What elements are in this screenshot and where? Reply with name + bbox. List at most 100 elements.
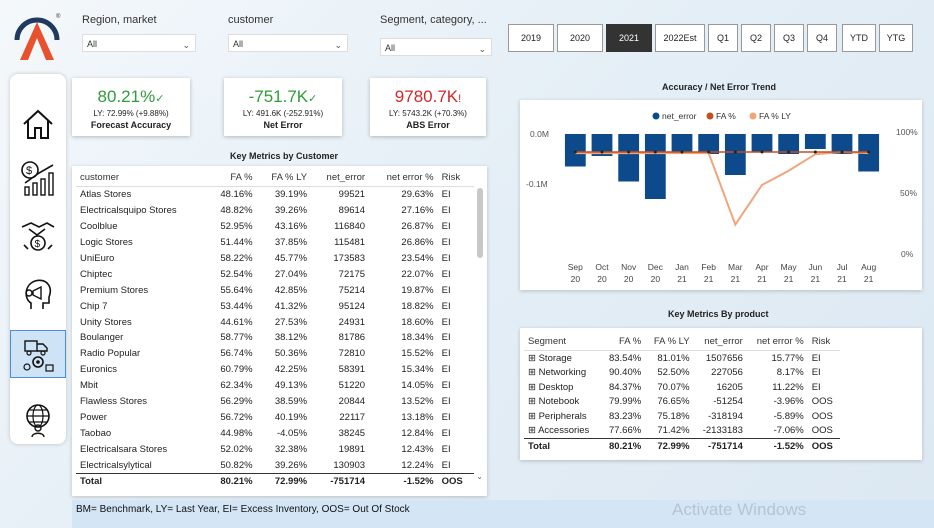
year-2020-button[interactable]: 2020 bbox=[557, 24, 603, 52]
product-header-0[interactable]: Segment bbox=[524, 332, 601, 351]
segment-dropdown[interactable]: All ⌄ bbox=[380, 38, 492, 56]
quarter-q2-button[interactable]: Q2 bbox=[741, 24, 771, 52]
product-cell: 77.66% bbox=[608, 425, 642, 437]
chevron-down-icon: ⌄ bbox=[334, 40, 342, 50]
product-header-3[interactable]: net_error bbox=[693, 332, 747, 351]
customer-cell: 62.34% bbox=[220, 380, 253, 392]
product-cell: 71.42% bbox=[657, 425, 690, 437]
customer-cell: 72.99% bbox=[256, 473, 312, 490]
customer-table-row[interactable]: UniEuro 58.22% 45.77% 173583 23.54% EI bbox=[76, 251, 474, 267]
year-2021-button[interactable]: 2021 bbox=[606, 24, 652, 52]
customer-header-2[interactable]: FA % LY bbox=[256, 168, 312, 187]
product-table-row[interactable]: ⊞ Storage 83.54% 81.01% 1507656 15.77% EI bbox=[524, 351, 840, 366]
nav-home[interactable] bbox=[10, 100, 66, 148]
customer-filter[interactable]: customer All ⌄ bbox=[228, 14, 348, 52]
product-table-row[interactable]: ⊞ Peripherals 83.23% 75.18% -318194 -5.89% OO… bbox=[524, 409, 840, 424]
customer-header-3[interactable]: net_error bbox=[311, 168, 370, 187]
nav-marketing[interactable] bbox=[10, 270, 66, 318]
table-scrollbar[interactable] bbox=[477, 188, 483, 258]
product-table-title: Key Metrics By product bbox=[668, 309, 769, 319]
product-cell: 52.50% bbox=[657, 367, 690, 379]
product-cell: 79.99% bbox=[608, 396, 642, 408]
customer-cell: 53.44% bbox=[220, 300, 253, 312]
x-tick-month: Aug bbox=[861, 262, 876, 272]
customer-table-row[interactable]: Electricalsylytical 50.82% 39.26% 130903 12.… bbox=[76, 457, 474, 473]
customer-table-row[interactable]: Chiptec 52.54% 27.04% 72175 22.07% EI bbox=[76, 266, 474, 282]
customer-cell: 18.82% bbox=[401, 300, 434, 312]
customer-total-row[interactable]: Total 80.21% 72.99% -751714 -1.52% OOS bbox=[76, 473, 474, 490]
customer-table-row[interactable]: Power 56.72% 40.19% 22117 13.18% EI bbox=[76, 409, 474, 425]
customer-header-0[interactable]: customer bbox=[76, 168, 207, 187]
y-left-tick: -0.1M bbox=[526, 179, 548, 189]
product-table-row[interactable]: ⊞ Notebook 79.99% 76.65% -51254 -3.96% OOS bbox=[524, 395, 840, 410]
product-header-1[interactable]: FA % bbox=[600, 332, 646, 351]
product-header-2[interactable]: FA % LY bbox=[645, 332, 694, 351]
product-header-4[interactable]: net error % bbox=[746, 332, 808, 351]
customer-cell: 40.19% bbox=[274, 411, 308, 423]
customer-table-row[interactable]: Electricalsquipo Stores 48.82% 39.26% 89614… bbox=[76, 203, 474, 219]
net-error-value: -751.7K✓ bbox=[248, 87, 318, 106]
quarter-q4-button[interactable]: Q4 bbox=[807, 24, 837, 52]
region-market-dropdown[interactable]: All ⌄ bbox=[82, 34, 196, 52]
customer-cell: EI bbox=[441, 268, 451, 280]
customer-table-row[interactable]: Euronics 60.79% 42.25% 58391 15.34% EI bbox=[76, 362, 474, 378]
product-cell: -2133183 bbox=[702, 425, 743, 437]
product-header-5[interactable]: Risk bbox=[807, 332, 840, 351]
product-cell: EI bbox=[811, 367, 821, 379]
year-2019-button[interactable]: 2019 bbox=[508, 24, 554, 52]
quarter-q1-button[interactable]: Q1 bbox=[708, 24, 738, 52]
ytd-button[interactable]: YTD bbox=[842, 24, 876, 52]
customer-cell: Premium Stores bbox=[80, 284, 149, 296]
customer-table-row[interactable]: Taobao 44.98% -4.05% 38245 12.84% EI bbox=[76, 425, 474, 441]
dollar-growth-icon: $ bbox=[21, 161, 54, 196]
customer-table-row[interactable]: Premium Stores 55.64% 42.85% 75214 19.87% EI bbox=[76, 282, 474, 298]
customer-cell: 19.87% bbox=[401, 284, 434, 296]
product-table-row[interactable]: ⊞ Accessories 77.66% 71.42% -2133183 -7.06% O… bbox=[524, 424, 840, 439]
region-market-filter[interactable]: Region, market All ⌄ bbox=[82, 14, 196, 52]
product-metrics-table[interactable]: Segment FA % FA % LY net_error net error % Ri… bbox=[520, 328, 922, 460]
product-cell: 90.40% bbox=[608, 367, 642, 379]
customer-table-row[interactable]: Chip 7 53.44% 41.32% 95124 18.82% EI bbox=[76, 298, 474, 314]
ytg-button[interactable]: YTG bbox=[879, 24, 913, 52]
customer-header-1[interactable]: FA % bbox=[206, 168, 257, 187]
nav-finance[interactable]: $ bbox=[10, 154, 66, 202]
product-table-row[interactable]: ⊞ Desktop 84.37% 70.07% 16205 11.22% EI bbox=[524, 380, 840, 395]
customer-cell: 18.60% bbox=[401, 316, 434, 328]
net-error-bar bbox=[804, 134, 826, 149]
nav-sales[interactable]: $ bbox=[10, 210, 66, 258]
customer-table-row[interactable]: Logic Stores 51.44% 37.85% 115481 26.86% EI bbox=[76, 235, 474, 251]
customer-cell: OOS bbox=[437, 473, 474, 490]
customer-table-row[interactable]: Flawless Stores 56.29% 38.59% 20844 13.52% EI bbox=[76, 394, 474, 410]
product-cell: 16205 bbox=[716, 381, 743, 393]
customer-table-row[interactable]: Coolblue 52.95% 43.16% 116840 26.87% EI bbox=[76, 219, 474, 235]
quarter-q3-button[interactable]: Q3 bbox=[774, 24, 804, 52]
segment-filter[interactable]: Segment, category, ... All ⌄ bbox=[380, 14, 492, 56]
global-network-icon bbox=[26, 404, 50, 438]
customer-cell: 12.24% bbox=[401, 459, 434, 471]
customer-table-row[interactable]: Mbit 62.34% 49.13% 51220 14.05% EI bbox=[76, 378, 474, 394]
customer-cell: 49.13% bbox=[274, 380, 308, 392]
customer-cell: 29.63% bbox=[401, 189, 434, 201]
customer-header-5[interactable]: Risk bbox=[437, 168, 474, 187]
x-tick-year: 20 bbox=[651, 274, 661, 284]
customer-table-row[interactable]: Boulanger 58.77% 38.12% 81786 18.34% EI bbox=[76, 330, 474, 346]
customer-metrics-table[interactable]: customer FA % FA % LY net_error net error % R… bbox=[72, 166, 487, 496]
customer-dropdown[interactable]: All ⌄ bbox=[228, 34, 348, 52]
net-error-bar bbox=[591, 134, 613, 156]
windows-activation-watermark: Activate Windows bbox=[672, 500, 807, 519]
customer-table-row[interactable]: Electricalsara Stores 52.02% 32.38% 19891 12… bbox=[76, 441, 474, 457]
customer-table-row[interactable]: Atlas Stores 48.16% 39.19% 99521 29.63% EI bbox=[76, 187, 474, 203]
product-cell: 83.54% bbox=[608, 352, 642, 364]
customer-cell: 60.79% bbox=[220, 364, 253, 376]
customer-table-row[interactable]: Unity Stores 44.61% 27.53% 24931 18.60% EI bbox=[76, 314, 474, 330]
customer-header-4[interactable]: net error % bbox=[369, 168, 438, 187]
nav-global[interactable] bbox=[10, 396, 66, 444]
product-total-row[interactable]: Total 80.21% 72.99% -751714 -1.52% OOS bbox=[524, 438, 840, 454]
scroll-down-icon[interactable]: ⌄ bbox=[476, 472, 483, 481]
customer-table-row[interactable]: Radio Popular 56.74% 50.36% 72810 15.52% EI bbox=[76, 346, 474, 362]
product-table-row[interactable]: ⊞ Networking 90.40% 52.50% 227056 8.17% EI bbox=[524, 366, 840, 381]
product-cell: 70.07% bbox=[657, 381, 690, 393]
year-2022est-button[interactable]: 2022Est bbox=[655, 24, 705, 52]
customer-cell: 52.95% bbox=[220, 221, 253, 233]
nav-supply-chain[interactable] bbox=[10, 330, 66, 378]
